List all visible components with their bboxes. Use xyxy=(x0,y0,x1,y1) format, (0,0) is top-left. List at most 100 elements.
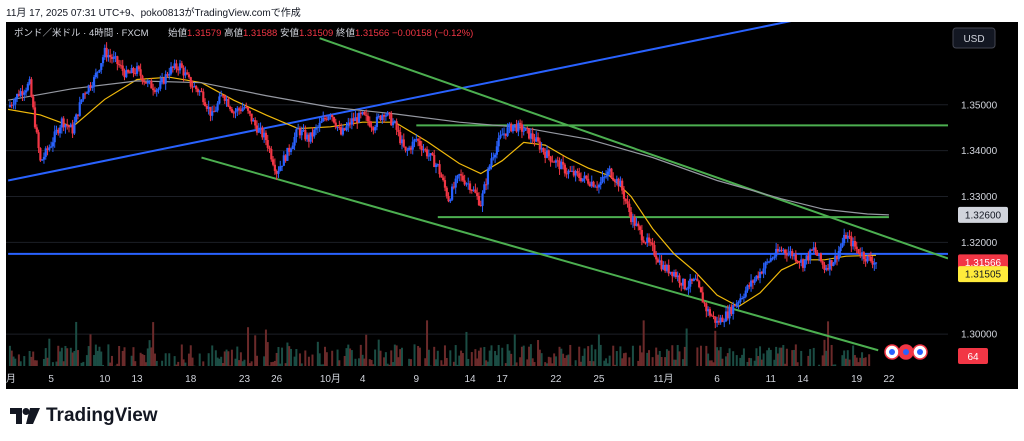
candle-body xyxy=(519,122,522,125)
candle-body xyxy=(617,178,620,187)
candle-body xyxy=(418,140,421,146)
candle-body xyxy=(214,110,217,112)
volume-bar xyxy=(359,344,362,384)
candle-body xyxy=(359,112,362,115)
candle-body xyxy=(798,261,801,263)
candle-body xyxy=(277,170,280,174)
candle-body xyxy=(406,149,409,151)
candle-body xyxy=(177,68,180,71)
candle-body xyxy=(526,127,529,129)
volume-bar xyxy=(578,346,581,384)
candle-body xyxy=(332,117,336,123)
candle-body xyxy=(37,132,40,149)
candle-body xyxy=(202,91,205,103)
x-tick-label: 13 xyxy=(131,374,143,385)
candle-body xyxy=(826,268,830,270)
candle-body xyxy=(166,74,169,76)
candle-body xyxy=(508,123,511,128)
candle-body xyxy=(485,184,488,186)
candle-body xyxy=(732,305,735,314)
candle-body xyxy=(150,80,153,89)
candle-body xyxy=(85,92,89,94)
candle-body xyxy=(712,315,715,317)
candle-body xyxy=(828,260,831,270)
legend-ohlc-part: 安値 xyxy=(277,27,299,39)
candle-body xyxy=(19,91,22,96)
chart-frame[interactable]: ポンド／米ドル · 4時間 · FXCM 始値1.31579 高値1.31588… xyxy=(6,22,1018,389)
candle-body xyxy=(169,66,173,74)
volume-bar xyxy=(277,347,280,384)
candle-body xyxy=(506,127,509,136)
candle-body xyxy=(352,118,355,122)
candle-body xyxy=(676,275,679,278)
candle-body xyxy=(683,278,686,290)
candle-body xyxy=(243,107,246,109)
volume-bar xyxy=(558,346,561,384)
legend-ohlc-part: 1.31579 xyxy=(187,28,221,39)
candle-body xyxy=(873,263,876,265)
volume-bar xyxy=(48,338,51,384)
candle-body xyxy=(357,112,361,123)
candle-body xyxy=(182,67,185,76)
candle-body xyxy=(76,114,80,116)
candle-body xyxy=(766,261,769,263)
candle-body xyxy=(771,258,774,260)
candle-body xyxy=(733,305,737,307)
currency-button[interactable] xyxy=(952,27,996,49)
candle-body xyxy=(699,287,703,293)
candle-body xyxy=(96,71,99,73)
candle-body xyxy=(647,237,651,243)
candle-body xyxy=(653,244,656,256)
candle-body xyxy=(178,63,182,71)
candle-body xyxy=(542,147,545,153)
candle-body xyxy=(800,259,803,263)
legend-ohlc-part: 始値 xyxy=(168,27,188,39)
candle-body xyxy=(606,171,609,177)
candle-body xyxy=(730,306,733,314)
volume-bar xyxy=(236,346,239,384)
candle-body xyxy=(520,124,524,132)
volume-bar xyxy=(377,339,380,384)
volume-bar xyxy=(324,346,327,384)
currency-label[interactable]: USD xyxy=(963,34,984,45)
candle-body xyxy=(239,109,242,112)
candle-body xyxy=(109,55,112,58)
candle-body xyxy=(855,246,858,250)
x-tick-label: 22 xyxy=(550,374,562,385)
candle-body xyxy=(356,117,359,123)
candle-body xyxy=(816,252,819,256)
candle-body xyxy=(17,93,20,96)
candle-body xyxy=(263,132,266,138)
candle-body xyxy=(681,278,685,286)
price-tag-label: 1.31566 xyxy=(965,258,1002,269)
candle-body xyxy=(454,178,457,188)
candle-body xyxy=(300,130,303,136)
candle-body xyxy=(375,116,379,127)
candle-body xyxy=(758,272,762,279)
candle-body xyxy=(853,240,857,247)
volume-bar xyxy=(719,346,722,384)
volume-bar xyxy=(780,347,783,384)
candle-body xyxy=(152,88,155,91)
candle-body xyxy=(164,74,167,84)
candle-body xyxy=(35,127,38,133)
candle-body xyxy=(323,117,327,119)
candle-body xyxy=(601,177,604,182)
candle-body xyxy=(721,317,724,323)
candle-body xyxy=(209,106,212,116)
candle-body xyxy=(744,290,747,297)
price-chart[interactable]: ポンド／米ドル · 4時間 · FXCM 始値1.31579 高値1.31588… xyxy=(6,22,1018,389)
volume-bar xyxy=(288,346,291,384)
candle-body xyxy=(502,133,506,135)
volume-bar xyxy=(150,347,153,384)
candle-body xyxy=(62,118,65,128)
candle-body xyxy=(322,117,325,122)
candle-body xyxy=(280,165,284,167)
candle-body xyxy=(266,140,269,148)
candle-body xyxy=(708,309,712,316)
candle-body xyxy=(216,103,219,111)
candle-body xyxy=(569,170,572,172)
candle-body xyxy=(760,272,763,274)
candle-body xyxy=(223,95,226,101)
candle-body xyxy=(207,106,210,109)
